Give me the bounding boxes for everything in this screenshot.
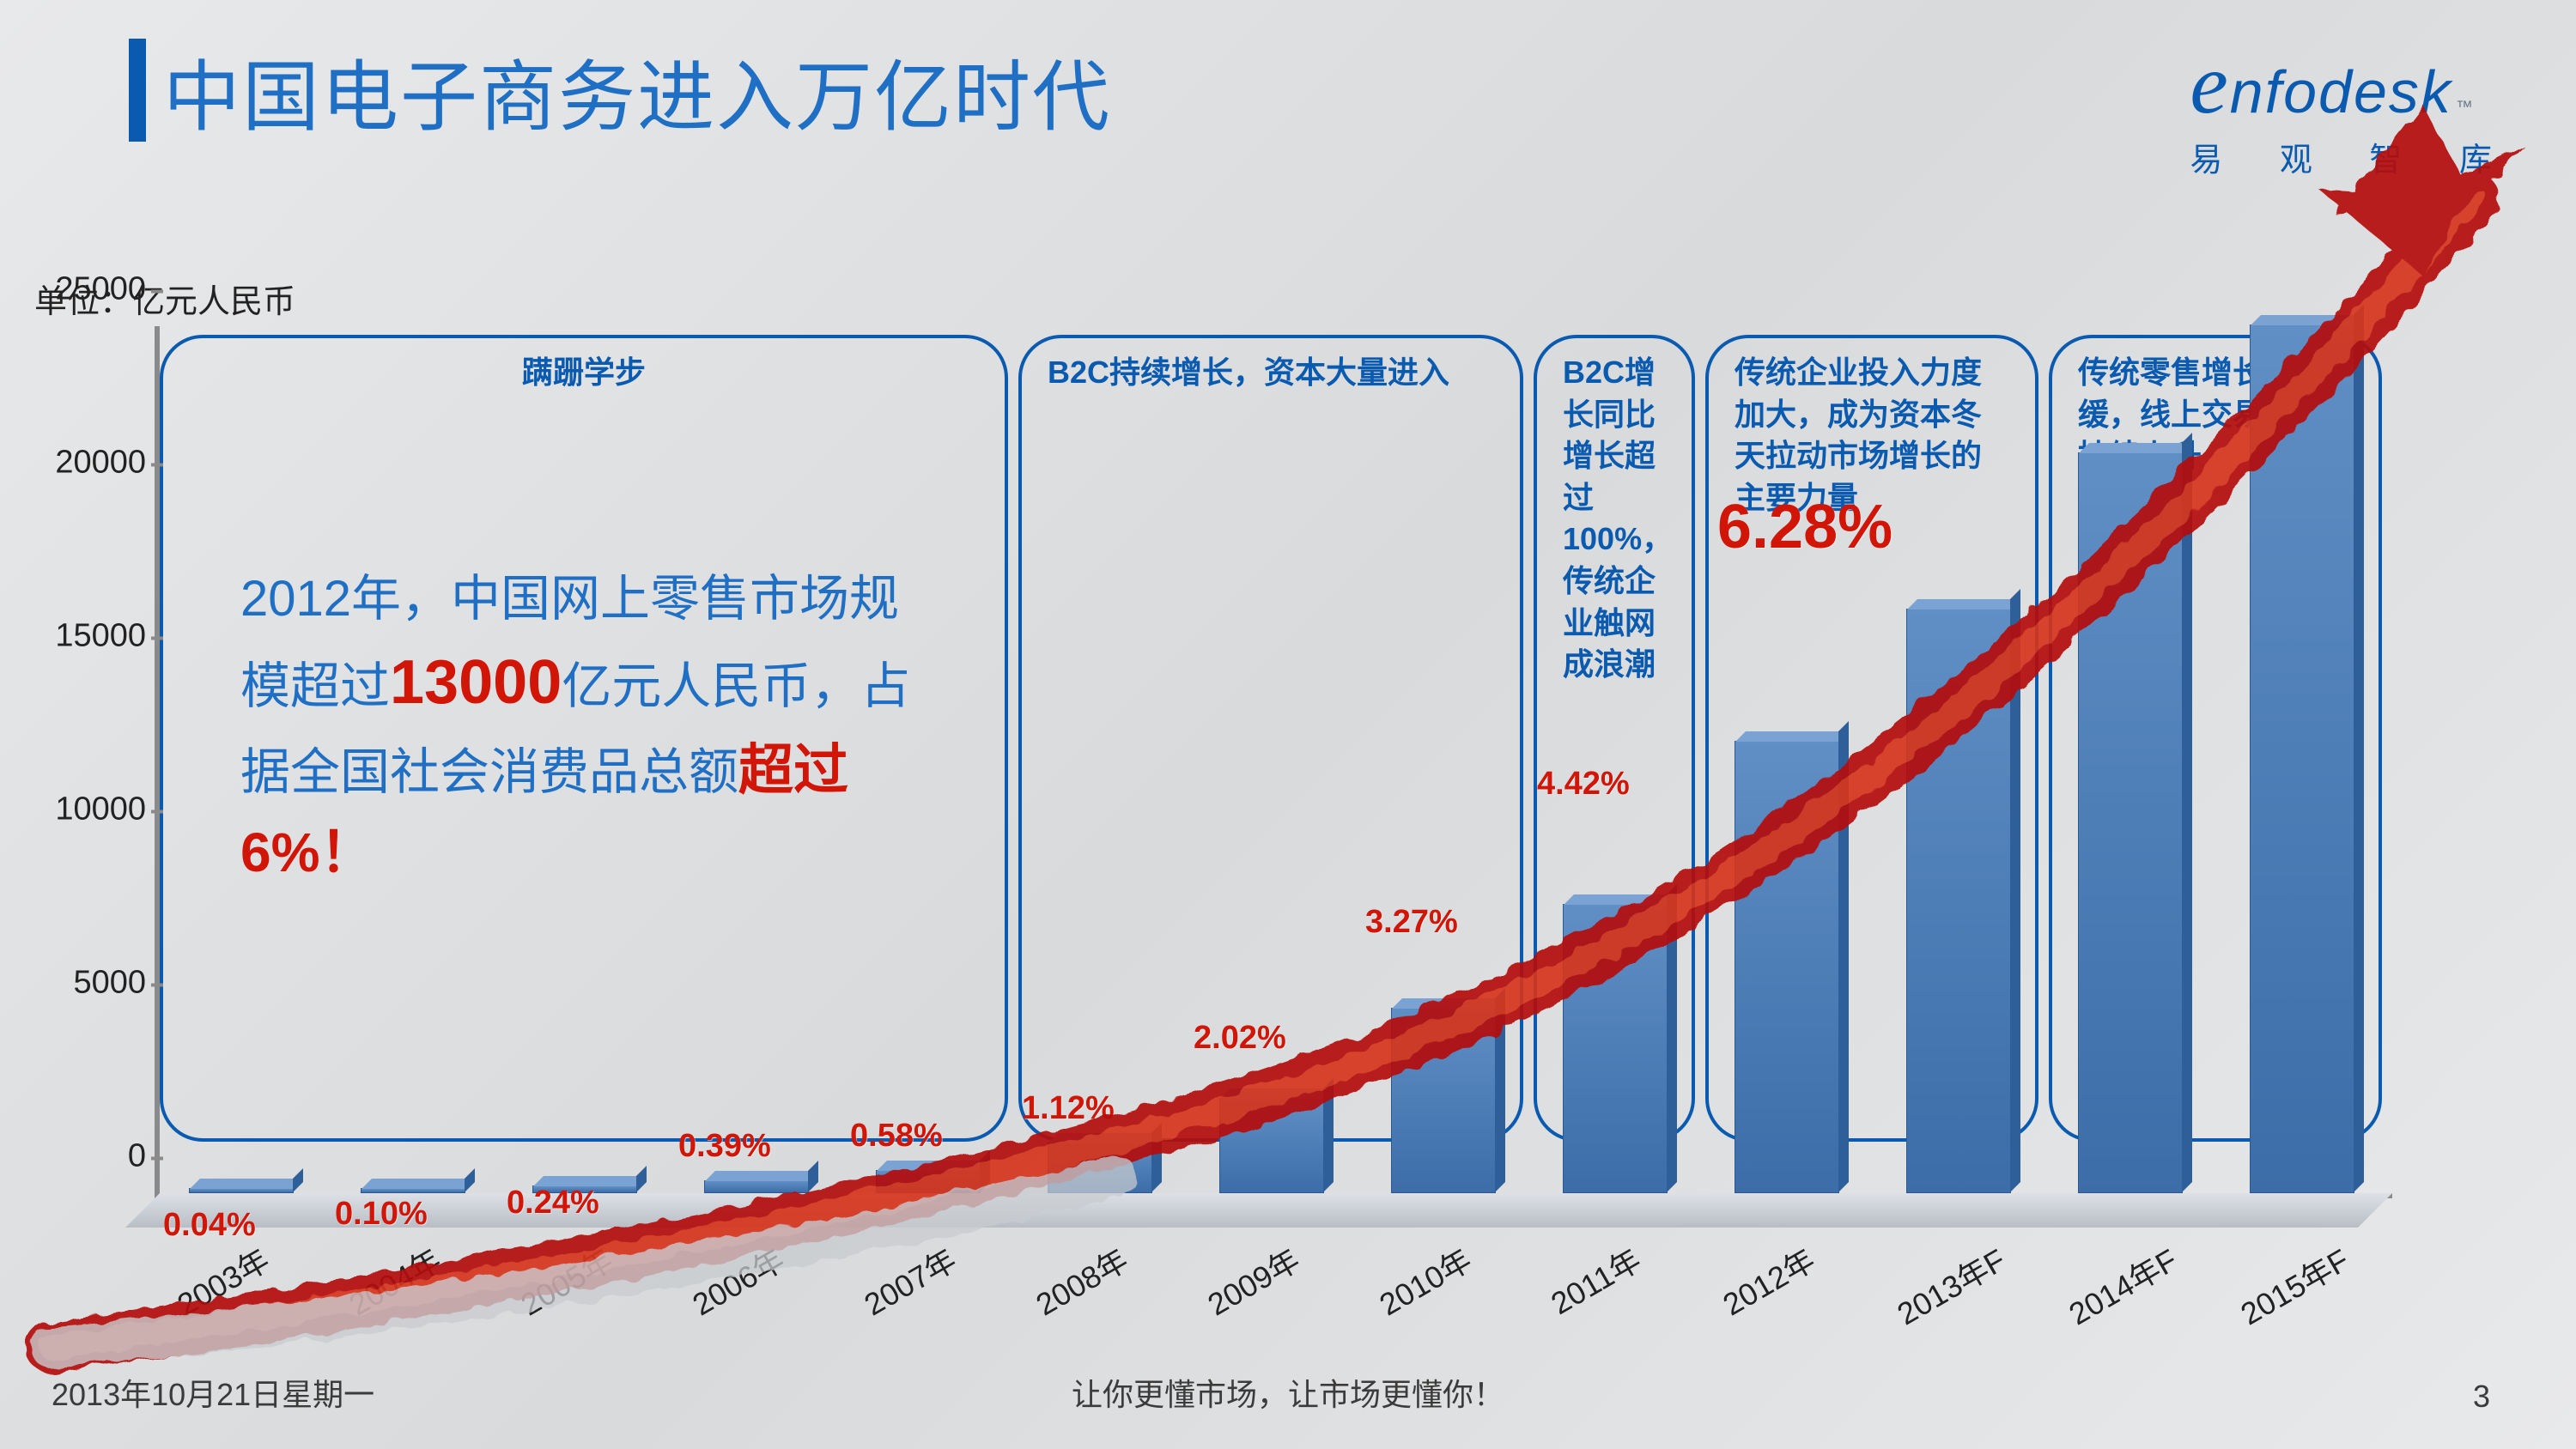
x-tick-label: 2003年 [168, 1236, 277, 1325]
x-tick-label: 2010年 [1370, 1236, 1479, 1325]
y-tick-label: 10000 [26, 791, 146, 828]
title-bar: 中国电子商务进入万亿时代 [129, 34, 1111, 146]
x-tick-label: 2004年 [340, 1236, 449, 1325]
bar [1048, 1143, 1152, 1193]
page-number: 3 [2473, 1379, 2490, 1415]
x-tick-label: 2006年 [683, 1236, 793, 1325]
footer-slogan: 让你更懂市场，让市场更懂你！ [0, 1370, 2576, 1415]
y-tick-label: 20000 [26, 445, 146, 482]
y-tick-label: 15000 [26, 618, 146, 655]
bar [704, 1180, 809, 1193]
bar [876, 1170, 981, 1193]
bar [2078, 452, 2183, 1193]
percent-label: 0.58% [850, 1118, 943, 1155]
y-axis: 0500010000150002000025000 [26, 326, 146, 1193]
logo: e nfodesk ™ 易 观 智 库 [2190, 34, 2516, 180]
chart: 0500010000150002000025000 2003年2004年2005… [155, 326, 2387, 1193]
bar [1735, 741, 1839, 1193]
percent-label: 0.39% [678, 1128, 771, 1165]
percent-label: 0.04% [163, 1207, 256, 1244]
x-tick-label: 2015年F [2231, 1236, 2356, 1334]
percent-label: 4.42% [1537, 766, 1630, 803]
percent-label: 0.24% [507, 1185, 599, 1222]
title-accent [129, 39, 146, 142]
bar [1906, 609, 2011, 1193]
x-tick-label: 2008年 [1027, 1236, 1136, 1325]
x-tick-label: 2007年 [855, 1236, 964, 1325]
x-tick-label: 2005年 [512, 1236, 621, 1325]
percent-label: 0.10% [335, 1196, 428, 1233]
logo-sub: 易 观 智 库 [2190, 133, 2516, 180]
page-title: 中国电子商务进入万亿时代 [163, 34, 1111, 146]
x-tick-label: 2013年F [1887, 1236, 2013, 1334]
bar [1391, 1008, 1496, 1193]
y-tick-label: 25000 [26, 271, 146, 308]
slide: 中国电子商务进入万亿时代 e nfodesk ™ 易 观 智 库 单位：亿元人民… [0, 0, 2576, 1449]
bar [361, 1188, 465, 1193]
bars-layer [155, 326, 2387, 1193]
chart-floor [125, 1193, 2392, 1228]
logo-main: e nfodesk ™ [2190, 34, 2516, 133]
percent-label: 3.27% [1365, 904, 1458, 941]
y-tick-label: 5000 [26, 965, 146, 1002]
x-tick-label: 2009年 [1199, 1236, 1308, 1325]
bar [1219, 1098, 1324, 1193]
x-tick-label: 2011年 [1541, 1236, 1648, 1324]
bar [2250, 324, 2354, 1193]
bar [189, 1188, 294, 1193]
percent-label: 6.28% [1717, 492, 1893, 562]
x-tick-label: 2014年F [2059, 1236, 2184, 1334]
y-tick-label: 0 [26, 1138, 146, 1175]
percent-label: 1.12% [1022, 1090, 1115, 1127]
bar [1563, 904, 1668, 1193]
percent-label: 2.02% [1194, 1020, 1286, 1057]
trademark-icon: ™ [2456, 99, 2475, 116]
x-tick-label: 2012年 [1714, 1236, 1823, 1325]
